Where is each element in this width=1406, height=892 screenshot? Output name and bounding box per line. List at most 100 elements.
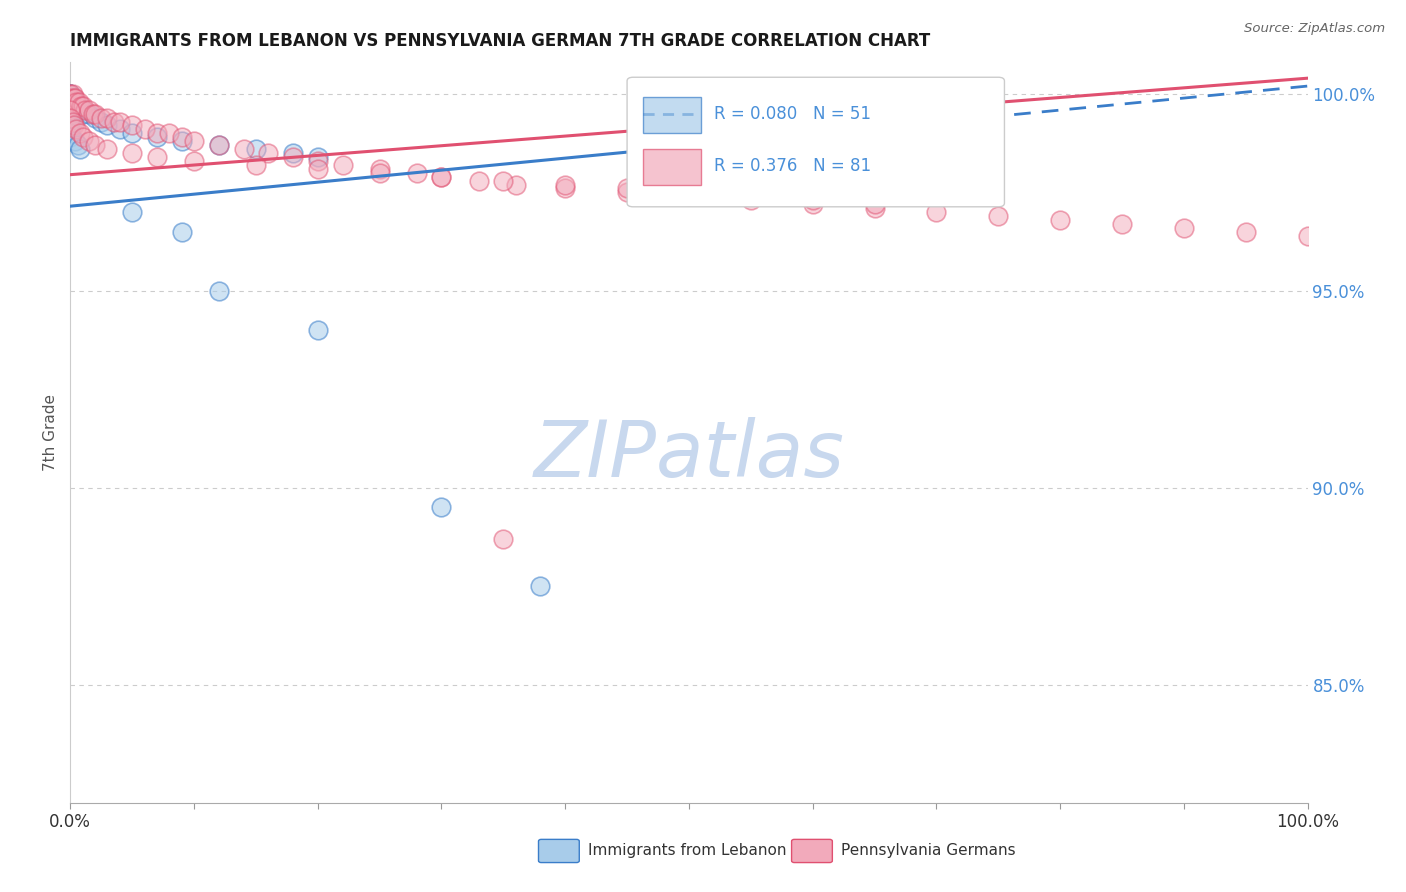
Point: [59, 95, 82, 109]
Point: [59, 95, 82, 109]
Point: [59, 95, 82, 109]
Point: [63, 119, 86, 133]
Point: [59, 103, 82, 117]
Point: [208, 284, 231, 298]
Point: [740, 194, 762, 208]
Point: [66, 99, 89, 113]
Point: [65, 122, 87, 136]
Point: [146, 150, 169, 164]
Point: [1049, 213, 1071, 227]
Text: R = 0.376   N = 81: R = 0.376 N = 81: [714, 157, 870, 175]
Point: [157, 126, 180, 140]
Point: [96, 119, 118, 133]
Point: [121, 119, 143, 133]
Point: [59, 106, 82, 120]
Point: [678, 189, 700, 203]
Text: R = 0.080   N = 51: R = 0.080 N = 51: [714, 105, 870, 123]
Point: [59, 91, 82, 105]
Point: [59, 114, 82, 128]
Point: [281, 146, 304, 161]
Point: [492, 173, 515, 187]
Point: [170, 130, 193, 145]
Point: [281, 150, 304, 164]
Point: [72, 130, 94, 145]
Point: [554, 178, 576, 192]
Point: [801, 197, 824, 211]
Point: [59, 111, 82, 125]
Point: [368, 166, 391, 180]
Point: [616, 181, 638, 195]
Point: [108, 114, 131, 128]
Text: ZIPatlas: ZIPatlas: [533, 417, 845, 493]
Point: [59, 99, 82, 113]
Point: [69, 126, 91, 140]
Point: [59, 126, 82, 140]
Point: [67, 95, 90, 109]
Point: [492, 532, 515, 546]
Point: [208, 138, 231, 153]
Point: [70, 99, 93, 113]
Point: [183, 153, 205, 168]
Point: [430, 169, 453, 184]
Point: [1111, 217, 1133, 231]
Point: [801, 194, 824, 208]
Point: [987, 209, 1010, 223]
Point: [82, 106, 104, 120]
Point: [103, 114, 125, 128]
Point: [66, 138, 89, 153]
Point: [59, 103, 82, 117]
Point: [134, 122, 156, 136]
Point: [96, 111, 118, 125]
Point: [170, 134, 193, 148]
Point: [245, 158, 267, 172]
Text: Source: ZipAtlas.com: Source: ZipAtlas.com: [1244, 22, 1385, 36]
Point: [77, 106, 100, 120]
Point: [307, 323, 329, 337]
Text: IMMIGRANTS FROM LEBANON VS PENNSYLVANIA GERMAN 7TH GRADE CORRELATION CHART: IMMIGRANTS FROM LEBANON VS PENNSYLVANIA …: [70, 32, 931, 50]
Point: [307, 153, 329, 168]
Point: [925, 205, 948, 219]
Point: [72, 99, 94, 113]
Point: [146, 130, 169, 145]
Point: [863, 197, 886, 211]
Point: [740, 189, 762, 203]
Point: [59, 122, 82, 136]
Point: [90, 114, 112, 128]
Point: [257, 146, 280, 161]
Point: [467, 173, 489, 187]
Point: [59, 95, 82, 109]
Point: [59, 119, 82, 133]
Point: [170, 225, 193, 239]
Point: [59, 130, 82, 145]
Point: [59, 99, 82, 113]
Point: [108, 122, 131, 136]
Point: [63, 91, 86, 105]
Point: [69, 142, 91, 156]
Point: [59, 87, 82, 101]
Point: [77, 103, 100, 117]
Point: [62, 114, 84, 128]
Text: Immigrants from Lebanon: Immigrants from Lebanon: [588, 844, 786, 858]
Point: [65, 95, 87, 109]
Point: [72, 106, 94, 120]
Point: [529, 579, 551, 593]
Point: [84, 138, 107, 153]
Point: [84, 106, 107, 120]
Text: Pennsylvania Germans: Pennsylvania Germans: [841, 844, 1015, 858]
Bar: [643, 97, 702, 133]
Point: [430, 169, 453, 184]
Point: [59, 91, 82, 105]
Point: [1234, 225, 1257, 239]
Point: [863, 201, 886, 215]
Point: [146, 126, 169, 140]
Point: [96, 142, 118, 156]
Point: [678, 186, 700, 200]
Point: [505, 178, 527, 192]
Point: [307, 150, 329, 164]
Point: [65, 99, 87, 113]
Point: [121, 126, 143, 140]
Point: [232, 142, 254, 156]
Point: [59, 99, 82, 113]
Point: [65, 91, 87, 105]
FancyBboxPatch shape: [627, 78, 1004, 207]
